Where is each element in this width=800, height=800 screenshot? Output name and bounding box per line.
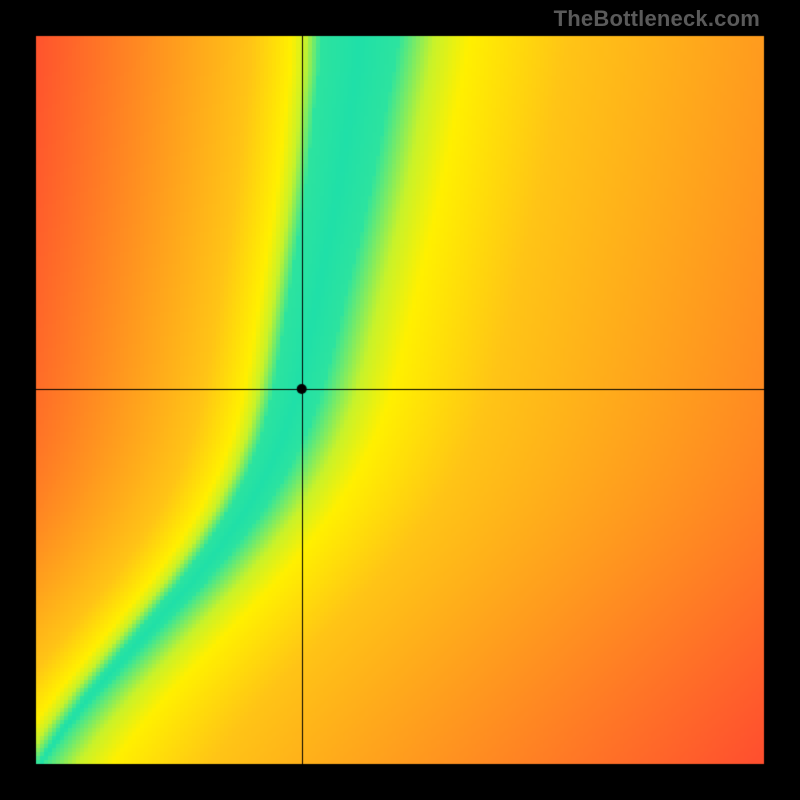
bottleneck-heatmap-canvas [0,0,800,800]
bottleneck-heatmap-container: TheBottleneck.com [0,0,800,800]
